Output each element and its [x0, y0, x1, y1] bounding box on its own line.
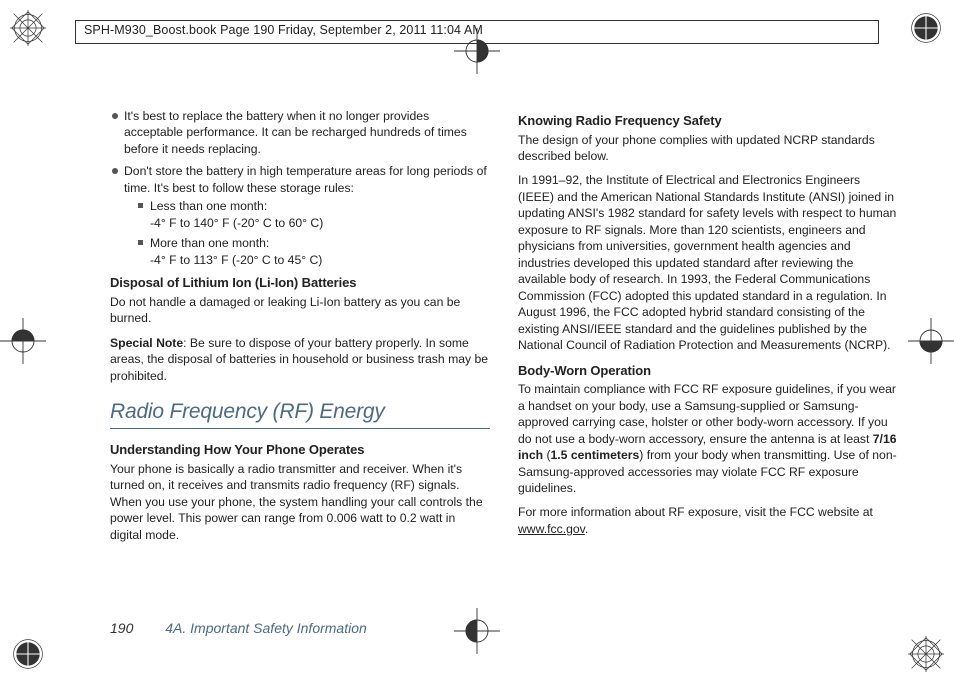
page-footer: 190 4A. Important Safety Information: [110, 620, 367, 636]
body-text: It's best to replace the battery when it…: [124, 109, 467, 156]
subsection-heading: Body-Worn Operation: [518, 362, 898, 380]
list-item: Don't store the battery in high temperat…: [110, 163, 490, 268]
body-text: -4° F to 140° F (-20° C to 60° C): [150, 215, 490, 231]
body-text: For more information about RF exposure, …: [518, 504, 898, 537]
label-strong: 1.5 centimeters: [551, 448, 640, 462]
body-text: The design of your phone complies with u…: [518, 132, 898, 165]
subsection-heading: Understanding How Your Phone Operates: [110, 441, 490, 459]
body-text: To maintain compliance with FCC RF expos…: [518, 381, 898, 496]
sub-list: Less than one month: -4° F to 140° F (-2…: [124, 198, 490, 268]
crop-mark-icon: [908, 318, 954, 364]
section-label: 4A. Important Safety Information: [165, 620, 367, 636]
left-column: It's best to replace the battery when it…: [110, 108, 490, 592]
subsection-heading: Disposal of Lithium Ion (Li-Ion) Batteri…: [110, 274, 490, 292]
document-page: SPH-M930_Boost.book Page 190 Friday, Sep…: [0, 0, 954, 682]
body-text: .: [585, 522, 588, 536]
registration-mark-icon: [10, 10, 46, 46]
fcc-link[interactable]: www.fcc.gov: [518, 522, 585, 536]
section-rule: [110, 428, 490, 429]
body-text: Do not handle a damaged or leaking Li-Io…: [110, 294, 490, 327]
content-area: It's best to replace the battery when it…: [110, 108, 898, 592]
body-text: Less than one month:: [150, 198, 490, 214]
list-item: More than one month: -4° F to 113° F (-2…: [124, 235, 490, 268]
list-item: It's best to replace the battery when it…: [110, 108, 490, 157]
page-number: 190: [110, 620, 133, 636]
body-text: (: [543, 448, 550, 462]
bullet-list: It's best to replace the battery when it…: [110, 108, 490, 268]
body-text: More than one month:: [150, 235, 490, 251]
registration-mark-icon: [908, 636, 944, 672]
body-text: To maintain compliance with FCC RF expos…: [518, 382, 896, 445]
right-column: Knowing Radio Frequency Safety The desig…: [518, 108, 898, 592]
registration-mark-icon: [908, 10, 944, 46]
registration-mark-icon: [10, 636, 46, 672]
body-text: -4° F to 113° F (-20° C to 45° C): [150, 252, 490, 268]
section-title: Radio Frequency (RF) Energy: [110, 398, 490, 426]
body-text: Don't store the battery in high temperat…: [124, 164, 487, 194]
subsection-heading: Knowing Radio Frequency Safety: [518, 112, 898, 130]
page-header-text: SPH-M930_Boost.book Page 190 Friday, Sep…: [84, 23, 483, 37]
body-text: For more information about RF exposure, …: [518, 505, 873, 519]
body-text: Special Note: Be sure to dispose of your…: [110, 335, 490, 384]
list-item: Less than one month: -4° F to 140° F (-2…: [124, 198, 490, 231]
crop-mark-icon: [454, 608, 500, 654]
body-text: In 1991–92, the Institute of Electrical …: [518, 172, 898, 353]
label-strong: Special Note: [110, 336, 183, 350]
body-text: Your phone is basically a radio transmit…: [110, 461, 490, 543]
crop-mark-icon: [0, 318, 46, 364]
